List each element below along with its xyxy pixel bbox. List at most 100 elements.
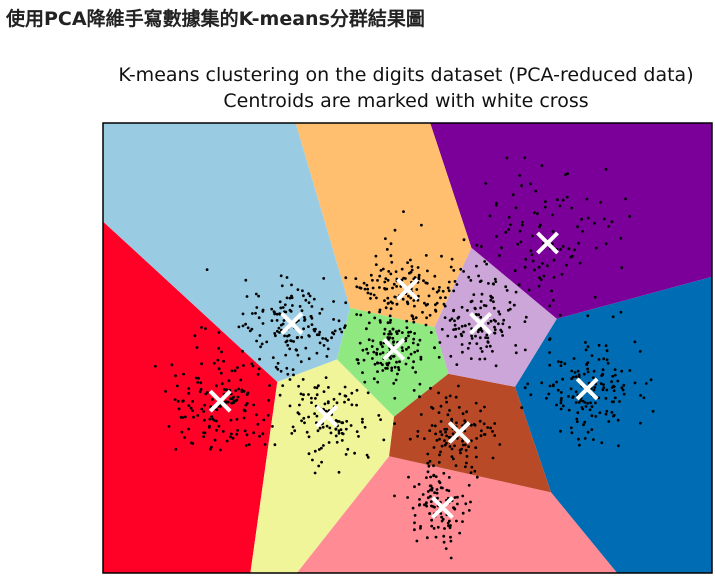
data-point — [454, 327, 458, 331]
data-point — [443, 316, 447, 319]
data-point — [322, 390, 326, 393]
data-point — [313, 471, 317, 475]
data-point — [316, 429, 320, 433]
data-point — [193, 334, 197, 338]
data-point — [304, 346, 308, 350]
data-point — [424, 303, 428, 307]
data-point — [395, 360, 398, 364]
data-point — [237, 387, 241, 391]
data-point — [552, 258, 556, 262]
data-point — [583, 401, 587, 404]
data-point — [617, 444, 620, 448]
data-point — [431, 407, 435, 410]
data-point — [307, 292, 310, 295]
data-point — [461, 412, 465, 416]
centroid-marker-2 — [315, 404, 339, 428]
data-point — [612, 389, 616, 392]
data-point — [486, 336, 490, 340]
data-point — [465, 410, 468, 414]
data-point — [199, 381, 203, 385]
data-point — [239, 378, 243, 382]
data-point — [346, 447, 350, 451]
data-point — [633, 340, 637, 344]
data-point — [518, 229, 522, 233]
data-point — [375, 296, 378, 300]
data-point — [391, 336, 395, 340]
data-point — [350, 403, 354, 407]
data-point — [405, 319, 409, 323]
data-point — [584, 348, 588, 352]
data-point — [423, 301, 426, 305]
data-point — [389, 242, 393, 246]
data-point — [196, 381, 200, 384]
centroid-marker-9 — [280, 312, 304, 335]
data-point — [358, 286, 362, 290]
data-point — [480, 245, 483, 248]
data-point — [508, 307, 512, 311]
data-point — [539, 278, 543, 281]
data-point — [384, 237, 387, 241]
data-point — [413, 276, 417, 279]
data-point — [470, 337, 474, 340]
data-point — [433, 424, 437, 428]
data-point — [361, 348, 365, 352]
data-point — [400, 267, 404, 271]
data-point — [303, 319, 306, 322]
data-point — [412, 317, 415, 321]
data-point — [302, 327, 305, 331]
data-point — [183, 436, 187, 439]
data-point — [390, 260, 394, 264]
data-point — [467, 445, 470, 448]
data-point — [307, 301, 311, 304]
data-point — [230, 397, 234, 401]
data-point — [270, 319, 274, 322]
data-point — [561, 198, 565, 202]
data-point — [584, 405, 588, 408]
data-point — [516, 242, 520, 246]
data-point — [459, 451, 462, 455]
data-point — [278, 331, 281, 334]
data-point — [345, 419, 349, 423]
data-point — [379, 320, 382, 324]
data-point — [505, 156, 509, 160]
data-point — [430, 488, 434, 492]
data-point — [508, 301, 512, 304]
data-point — [428, 484, 432, 488]
data-point — [486, 341, 490, 344]
data-point — [199, 387, 203, 391]
data-point — [548, 351, 551, 354]
data-point — [505, 289, 509, 292]
data-point — [435, 491, 439, 495]
data-point — [423, 437, 426, 440]
data-point — [419, 355, 423, 359]
centroid-marker-5 — [575, 377, 599, 401]
data-point — [422, 279, 425, 283]
data-point — [395, 330, 398, 334]
data-point — [491, 296, 494, 300]
data-point — [314, 397, 317, 400]
data-point — [455, 363, 459, 366]
data-point — [372, 293, 376, 297]
data-point — [170, 363, 174, 367]
data-point — [412, 320, 416, 324]
data-point — [425, 316, 428, 320]
data-point — [273, 443, 277, 447]
data-point — [385, 363, 389, 367]
data-point — [478, 419, 482, 423]
data-point — [322, 444, 325, 447]
data-point — [531, 234, 534, 238]
data-point — [244, 322, 248, 326]
data-point — [426, 269, 429, 273]
data-point — [242, 389, 246, 393]
data-point — [439, 430, 442, 434]
data-point — [574, 401, 578, 404]
data-point — [441, 486, 444, 490]
data-point — [439, 512, 443, 515]
data-point — [489, 426, 492, 430]
data-point — [425, 504, 428, 508]
data-point — [410, 268, 414, 272]
data-point — [520, 220, 524, 224]
data-point — [454, 464, 458, 467]
data-point — [437, 355, 441, 359]
data-point — [240, 388, 244, 392]
